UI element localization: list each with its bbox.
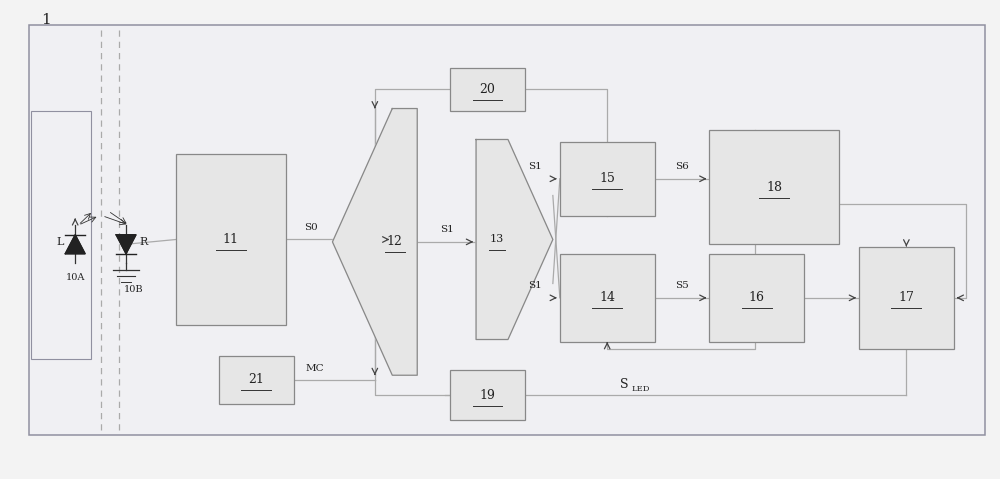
- FancyBboxPatch shape: [560, 254, 655, 342]
- Text: S0: S0: [304, 223, 317, 232]
- Text: MC: MC: [306, 364, 324, 373]
- Text: L: L: [57, 237, 64, 247]
- Text: R: R: [140, 237, 148, 247]
- Text: 17: 17: [898, 291, 914, 304]
- Polygon shape: [116, 235, 136, 254]
- Text: 15: 15: [599, 172, 615, 185]
- Polygon shape: [476, 139, 553, 340]
- Text: 18: 18: [766, 181, 782, 194]
- Text: 19: 19: [480, 389, 495, 402]
- Text: 14: 14: [599, 291, 615, 304]
- FancyBboxPatch shape: [450, 68, 525, 111]
- Text: 16: 16: [749, 291, 765, 304]
- Text: S6: S6: [675, 162, 689, 171]
- FancyBboxPatch shape: [29, 25, 985, 435]
- Text: 11: 11: [223, 233, 239, 246]
- FancyBboxPatch shape: [560, 142, 655, 216]
- Text: 10A: 10A: [65, 273, 85, 282]
- FancyBboxPatch shape: [709, 254, 804, 342]
- FancyBboxPatch shape: [450, 370, 525, 421]
- FancyBboxPatch shape: [859, 247, 954, 349]
- Text: S: S: [620, 378, 628, 391]
- Polygon shape: [65, 235, 85, 254]
- FancyBboxPatch shape: [31, 111, 91, 359]
- Text: 12: 12: [387, 235, 403, 249]
- Text: 20: 20: [480, 83, 495, 96]
- Text: 10B: 10B: [124, 285, 144, 294]
- FancyBboxPatch shape: [709, 130, 839, 244]
- Text: 13: 13: [490, 235, 504, 244]
- Text: LED: LED: [632, 385, 650, 393]
- FancyBboxPatch shape: [219, 356, 294, 404]
- Text: S1: S1: [528, 162, 542, 171]
- Text: 21: 21: [248, 374, 264, 387]
- Polygon shape: [332, 109, 417, 375]
- Text: 1: 1: [41, 13, 51, 27]
- Text: S1: S1: [528, 282, 542, 290]
- Text: S1: S1: [440, 226, 454, 235]
- FancyBboxPatch shape: [176, 154, 286, 325]
- Text: S5: S5: [675, 282, 689, 290]
